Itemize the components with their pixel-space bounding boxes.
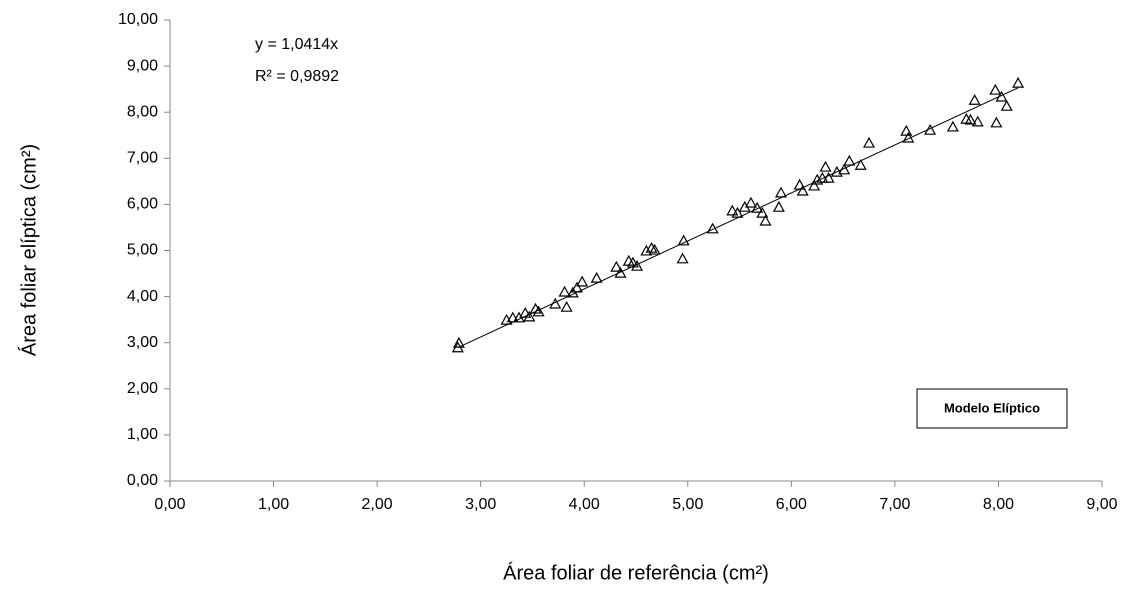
y-tick-label: 4,00 xyxy=(127,288,158,305)
x-axis-title: Área foliar de referência (cm²) xyxy=(503,561,769,584)
data-point xyxy=(808,179,821,191)
data-point xyxy=(558,285,571,297)
data-point xyxy=(677,234,690,246)
data-point xyxy=(590,271,603,283)
annotation: Modelo Elíptico xyxy=(944,400,1040,415)
data-point xyxy=(506,311,519,323)
x-tick-label: 7,00 xyxy=(879,496,910,513)
data-point xyxy=(816,171,829,183)
data-point xyxy=(971,115,984,127)
x-tick-label: 4,00 xyxy=(569,496,600,513)
data-point xyxy=(854,158,867,170)
data-point xyxy=(706,222,719,234)
y-tick-label: 0,00 xyxy=(127,472,158,489)
trend-equation: y = 1,0414x xyxy=(255,36,338,53)
data-point xyxy=(924,123,937,135)
x-tick-label: 3,00 xyxy=(465,496,496,513)
data-point xyxy=(990,116,1003,128)
data-point xyxy=(519,306,532,318)
data-point xyxy=(576,275,589,287)
x-tick-label: 2,00 xyxy=(362,496,393,513)
data-point xyxy=(549,297,562,309)
data-point xyxy=(648,243,661,255)
data-point xyxy=(964,113,977,125)
data-point xyxy=(796,184,809,196)
y-tick-label: 7,00 xyxy=(127,150,158,167)
data-point xyxy=(822,171,835,183)
y-tick-label: 8,00 xyxy=(127,103,158,120)
y-tick-label: 5,00 xyxy=(127,242,158,259)
data-point xyxy=(759,214,772,226)
data-point xyxy=(811,173,824,185)
data-point xyxy=(731,206,744,218)
data-point xyxy=(946,120,959,132)
data-point xyxy=(756,206,769,218)
data-point xyxy=(995,90,1008,102)
annotation-box xyxy=(916,388,1068,429)
x-tick-label: 6,00 xyxy=(776,496,807,513)
data-point xyxy=(830,165,843,177)
data-point xyxy=(452,336,465,348)
data-point xyxy=(726,204,739,216)
trend-r2: R² = 0,9892 xyxy=(255,68,339,85)
data-point xyxy=(774,186,787,198)
x-tick-label: 5,00 xyxy=(672,496,703,513)
x-tick-label: 8,00 xyxy=(983,496,1014,513)
data-point xyxy=(900,124,913,136)
data-point xyxy=(843,154,856,166)
data-point xyxy=(751,201,764,213)
data-point xyxy=(570,281,583,293)
data-point xyxy=(744,196,757,208)
y-tick-label: 3,00 xyxy=(127,334,158,351)
y-tick-label: 9,00 xyxy=(127,57,158,74)
data-point xyxy=(793,178,806,190)
data-point xyxy=(968,93,981,105)
x-tick-label: 9,00 xyxy=(1086,496,1117,513)
data-point xyxy=(989,83,1002,95)
data-point xyxy=(862,136,876,148)
data-point xyxy=(819,160,832,172)
data-point xyxy=(523,310,536,322)
data-point xyxy=(1000,99,1013,111)
x-tick-label: 0,00 xyxy=(154,496,185,513)
data-point xyxy=(532,305,545,317)
data-point xyxy=(622,254,635,266)
y-tick-label: 1,00 xyxy=(127,426,158,443)
data-point xyxy=(676,252,689,264)
y-tick-label: 10,00 xyxy=(118,11,158,28)
data-point xyxy=(631,259,644,271)
data-point xyxy=(640,244,653,256)
x-tick-label: 1,00 xyxy=(258,496,289,513)
data-point xyxy=(1012,76,1025,88)
data-point xyxy=(902,131,915,143)
data-point xyxy=(626,256,639,268)
data-point xyxy=(610,260,623,272)
y-tick-label: 6,00 xyxy=(127,196,158,213)
y-axis-title: Área foliar elíptica (cm²) xyxy=(17,144,40,356)
data-point xyxy=(772,200,785,212)
y-tick-label: 2,00 xyxy=(127,380,158,397)
data-point xyxy=(614,266,627,278)
data-point xyxy=(838,163,851,175)
data-point xyxy=(560,300,573,312)
data-point xyxy=(645,241,658,253)
